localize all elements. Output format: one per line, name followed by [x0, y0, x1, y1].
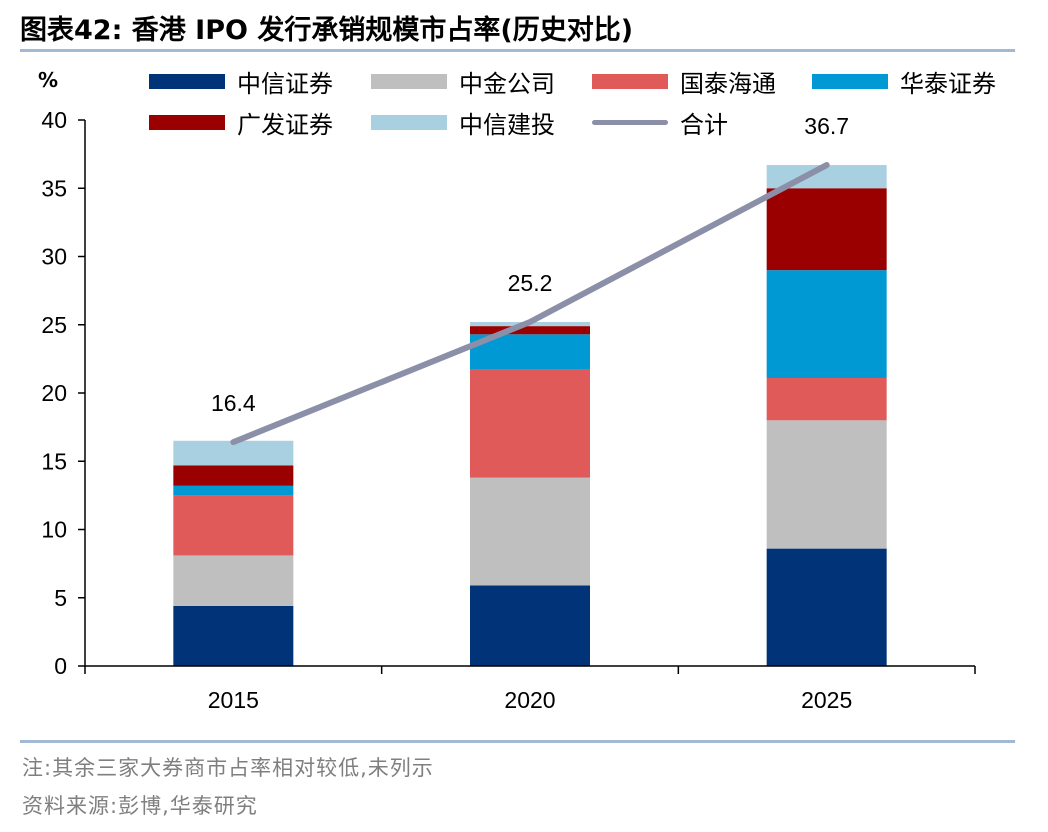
legend-swatch: [371, 115, 447, 130]
legend-item-csc: 中信建投: [371, 105, 555, 140]
y-tick-label: 25: [41, 312, 67, 338]
bar-segment-2015-2: [173, 495, 294, 556]
total-line: [230, 162, 830, 446]
x-tick-label: 2025: [801, 687, 852, 713]
legend-item-citic: 中信证券: [149, 64, 333, 99]
x-tick-label: 2020: [504, 687, 555, 713]
x-tick-label: 2015: [208, 687, 259, 713]
legend-swatch: [149, 115, 225, 130]
legend-label: 华泰证券: [900, 70, 996, 98]
bar-segment-2015-4: [173, 465, 294, 486]
y-tick-label: 0: [54, 653, 67, 679]
legend-item-gf: 广发证券: [149, 105, 333, 140]
y-tick-label: 40: [41, 107, 67, 133]
y-tick-label: 10: [41, 517, 67, 543]
footer-rule: [20, 740, 1015, 743]
bar-segment-2025-4: [766, 188, 887, 271]
legend-label: 合计: [680, 111, 728, 139]
legend-item-cicc: 中金公司: [371, 64, 555, 99]
bar-segment-2025-1: [766, 420, 887, 549]
legend-swatch: [149, 74, 225, 89]
bar-segment-2020-0: [470, 585, 590, 666]
bar-segment-2020-4: [470, 326, 590, 335]
legend-swatch: [812, 74, 888, 89]
legend-label: 中金公司: [459, 70, 555, 98]
y-tick-label: 20: [41, 380, 67, 406]
bar-segment-2015-3: [173, 485, 294, 496]
total-data-label: 36.7: [804, 113, 849, 139]
bar-segment-2025-3: [766, 270, 887, 378]
bar-segment-2025-2: [766, 377, 887, 421]
legend-swatch: [592, 74, 668, 89]
total-line-layer: 16.4 25.2 36.7: [211, 113, 849, 446]
figure-title: 图表42: 香港 IPO 发行承销规模市占率(历史对比): [20, 15, 634, 46]
bar-segment-2020-2: [470, 369, 590, 478]
y-tick-label: 5: [54, 585, 67, 611]
footnote: 注:其余三家大券商市占率相对较低,未列示: [22, 756, 434, 780]
legend-label: 中信证券: [237, 70, 333, 98]
legend-label: 国泰海通: [680, 70, 776, 98]
legend-swatch-line: [592, 120, 668, 125]
bar-segment-2020-1: [470, 477, 590, 586]
y-tick-label: 15: [41, 448, 67, 474]
bar-segment-2015-0: [173, 605, 294, 666]
total-data-label: 25.2: [508, 270, 553, 296]
legend-swatch: [371, 74, 447, 89]
legend-label: 中信建投: [459, 111, 555, 139]
y-tick-label: 35: [41, 175, 67, 201]
legend-label: 广发证券: [237, 111, 333, 139]
bars-layer: [173, 165, 887, 666]
source-note: 资料来源:彭博,华泰研究: [22, 794, 258, 818]
legend-item-total: 合计: [592, 105, 728, 140]
y-axis-unit: %: [38, 68, 59, 92]
y-tick-label: 30: [41, 244, 67, 270]
legend-item-gtht: 国泰海通: [592, 64, 776, 99]
bar-segment-2015-1: [173, 555, 294, 606]
legend-item-htsc: 华泰证券: [812, 64, 996, 99]
bar-segment-2025-0: [766, 548, 887, 666]
total-data-label: 16.4: [211, 390, 256, 416]
title-rule: [20, 49, 1015, 52]
